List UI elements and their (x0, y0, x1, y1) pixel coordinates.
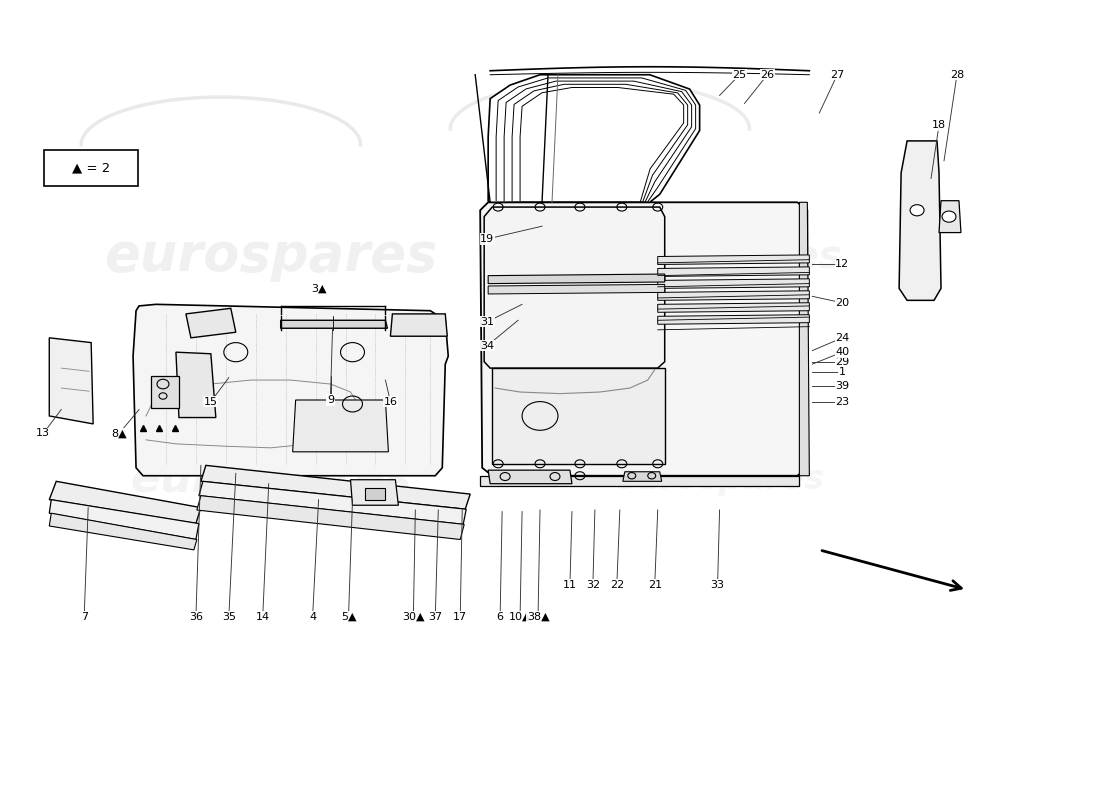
Text: 7: 7 (80, 612, 88, 622)
Polygon shape (488, 74, 700, 202)
Text: 30▲: 30▲ (403, 612, 425, 622)
Text: 10▲: 10▲ (509, 612, 531, 622)
Text: 32: 32 (586, 580, 600, 590)
Polygon shape (186, 308, 235, 338)
Polygon shape (199, 482, 466, 524)
Polygon shape (492, 368, 664, 464)
Text: 29: 29 (835, 357, 849, 366)
Polygon shape (50, 338, 94, 424)
Text: 40: 40 (835, 347, 849, 357)
Polygon shape (481, 202, 807, 476)
Text: 4: 4 (309, 612, 316, 622)
Text: 8▲: 8▲ (111, 429, 126, 438)
Text: 16: 16 (384, 397, 397, 406)
Polygon shape (484, 207, 664, 368)
Text: 25: 25 (733, 70, 747, 80)
Text: 33: 33 (711, 580, 725, 590)
Polygon shape (488, 285, 664, 294)
Polygon shape (365, 488, 385, 500)
Text: 21: 21 (648, 580, 662, 590)
Text: 11: 11 (563, 580, 576, 590)
Text: 9: 9 (327, 395, 334, 405)
Text: 36: 36 (189, 612, 202, 622)
Text: eurospares: eurospares (130, 458, 411, 502)
Text: 3▲: 3▲ (311, 283, 327, 293)
Text: 38▲: 38▲ (527, 612, 549, 622)
Text: ▲ = 2: ▲ = 2 (72, 162, 110, 174)
Polygon shape (800, 202, 810, 476)
Text: 22: 22 (609, 580, 624, 590)
Polygon shape (488, 470, 572, 484)
Polygon shape (351, 480, 398, 506)
Polygon shape (658, 290, 810, 300)
Polygon shape (151, 376, 179, 408)
Text: 27: 27 (830, 70, 845, 80)
Text: 6: 6 (496, 612, 504, 622)
Polygon shape (899, 141, 940, 300)
Circle shape (910, 205, 924, 216)
Text: 1: 1 (839, 367, 846, 377)
Text: 19: 19 (480, 234, 494, 244)
Text: 28: 28 (949, 70, 964, 80)
Text: 24: 24 (835, 333, 849, 343)
Polygon shape (293, 400, 388, 452)
Polygon shape (201, 466, 470, 510)
Text: 31: 31 (481, 317, 494, 327)
Text: 37: 37 (428, 612, 442, 622)
Polygon shape (50, 500, 199, 539)
Polygon shape (658, 267, 810, 277)
Polygon shape (658, 302, 810, 312)
Polygon shape (488, 274, 664, 284)
Polygon shape (50, 514, 197, 550)
Text: 17: 17 (453, 612, 468, 622)
Polygon shape (658, 279, 810, 288)
Polygon shape (176, 352, 216, 418)
Circle shape (942, 211, 956, 222)
FancyBboxPatch shape (44, 150, 138, 186)
Text: 12: 12 (835, 259, 849, 270)
Text: 9: 9 (327, 395, 334, 405)
Text: 15: 15 (204, 397, 218, 406)
Polygon shape (939, 201, 961, 233)
Polygon shape (50, 482, 201, 523)
Polygon shape (658, 314, 810, 324)
Text: 14: 14 (255, 612, 270, 622)
Text: eurospares: eurospares (614, 463, 825, 496)
Text: 13: 13 (36, 429, 51, 438)
Polygon shape (390, 314, 448, 336)
Text: 23: 23 (835, 397, 849, 406)
Text: eurospares: eurospares (596, 238, 843, 275)
Polygon shape (280, 320, 387, 328)
Text: 5▲: 5▲ (341, 612, 356, 622)
Text: 26: 26 (760, 70, 774, 80)
Text: 34: 34 (480, 341, 494, 350)
Text: 35: 35 (222, 612, 235, 622)
Text: eurospares: eurospares (104, 230, 438, 282)
Text: 20: 20 (835, 298, 849, 308)
Text: 39: 39 (835, 381, 849, 390)
Text: 18: 18 (932, 120, 946, 130)
Polygon shape (133, 304, 449, 476)
Polygon shape (481, 476, 800, 486)
Polygon shape (623, 472, 662, 482)
Polygon shape (197, 496, 464, 539)
Polygon shape (658, 255, 810, 265)
